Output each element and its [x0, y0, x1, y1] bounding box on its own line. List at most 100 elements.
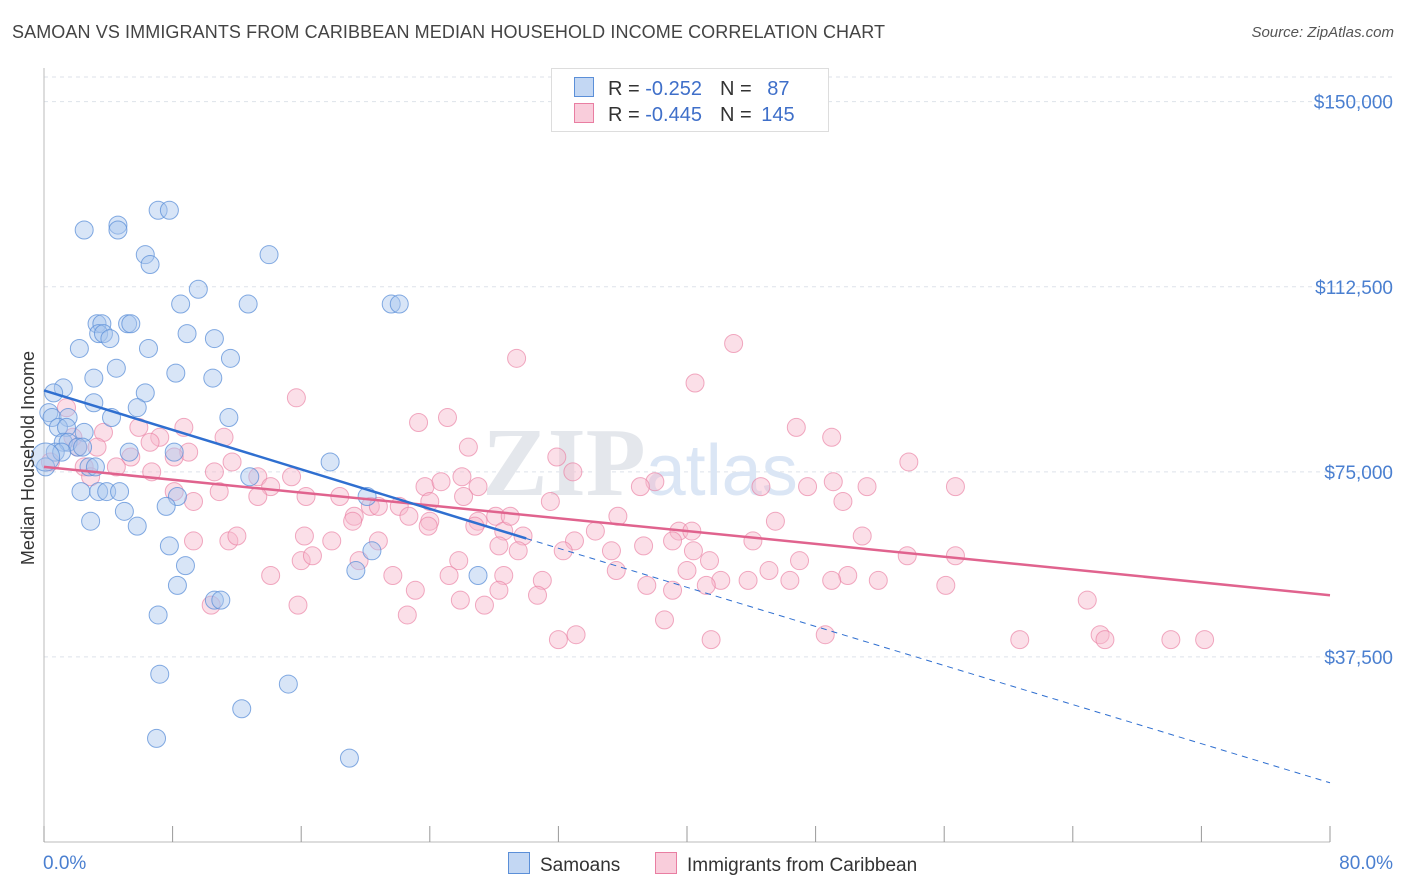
caribbean-point	[945, 546, 965, 566]
caribbean-point	[454, 487, 474, 507]
watermark: ZIPatlas	[482, 409, 797, 517]
caribbean-point	[663, 531, 683, 551]
samoan-point	[203, 368, 223, 388]
caribbean-point	[508, 541, 528, 561]
caribbean-point	[209, 482, 229, 502]
legend-swatch-samoans	[574, 77, 594, 97]
source-label: Source: ZipAtlas.com	[1251, 24, 1394, 41]
samoan-point	[159, 200, 179, 220]
trend-lines	[43, 389, 1331, 784]
samoan-point	[110, 482, 130, 502]
caribbean-point	[857, 477, 877, 497]
caribbean-point	[711, 570, 731, 590]
caribbean-point	[57, 398, 77, 418]
samoan-point	[69, 338, 89, 358]
caribbean-point	[449, 551, 469, 571]
samoan-point	[138, 338, 158, 358]
samoan-point	[57, 417, 77, 437]
chart-title: SAMOAN VS IMMIGRANTS FROM CARIBBEAN MEDI…	[12, 22, 886, 42]
samoan-point	[53, 432, 73, 452]
caribbean-point	[685, 373, 705, 393]
caribbean-point	[663, 580, 683, 600]
caribbean-point	[645, 472, 665, 492]
caribbean-point	[696, 575, 716, 595]
caribbean-point	[630, 477, 650, 497]
caribbean-point	[751, 477, 771, 497]
caribbean-point	[897, 546, 917, 566]
samoan-point	[156, 496, 176, 516]
caribbean-point	[439, 565, 459, 585]
caribbean-point	[677, 561, 697, 581]
y-tick-labels: $150,000 $112,500 $75,000 $37,500	[1314, 93, 1393, 669]
samoan-trend-extension	[526, 537, 1331, 784]
caribbean-point	[183, 491, 203, 511]
caribbean-point	[743, 531, 763, 551]
caribbean-point	[296, 487, 316, 507]
caribbean-point	[553, 541, 573, 561]
y-tick-label: $37,500	[1324, 648, 1393, 669]
legend-n-value: 145	[761, 104, 795, 126]
samoan-point	[381, 294, 401, 314]
caribbean-point	[1161, 630, 1181, 650]
caribbean-point	[637, 575, 657, 595]
samoan-point	[100, 329, 120, 349]
samoan-point	[147, 728, 167, 748]
legend-r-value: -0.445	[645, 104, 702, 126]
caribbean-point	[164, 447, 184, 467]
caribbean-point	[701, 630, 721, 650]
correlation-legend: R = -0.252 N = 87 R = -0.445 N = 145	[551, 68, 829, 132]
caribbean-point	[815, 625, 835, 645]
samoan-point	[135, 383, 155, 403]
caribbean-point	[409, 412, 429, 432]
samoan-point	[121, 314, 141, 334]
caribbean-point	[261, 565, 281, 585]
samoan-point	[219, 408, 239, 428]
caribbean-point	[294, 526, 314, 546]
caribbean-point	[183, 531, 203, 551]
bottom-legend-caribbean: Immigrants from Caribbean	[655, 852, 917, 877]
samoan-point	[389, 294, 409, 314]
caribbean-point	[368, 531, 388, 551]
caribbean-point	[106, 457, 126, 477]
caribbean-point	[431, 472, 451, 492]
samoan-point	[93, 324, 113, 344]
caribbean-point	[532, 570, 552, 590]
caribbean-point	[248, 487, 268, 507]
bottom-legend-label-caribbean: Immigrants from Caribbean	[687, 855, 918, 876]
samoan-point	[175, 556, 195, 576]
legend-n-label: N =	[719, 78, 758, 100]
caribbean-trend-line	[43, 465, 1331, 597]
caribbean-point	[405, 580, 425, 600]
caribbean-point	[286, 388, 306, 408]
caribbean-point	[1077, 590, 1097, 610]
caribbean-point	[945, 477, 965, 497]
samoan-point	[58, 432, 78, 452]
samoan-points	[31, 200, 488, 768]
samoan-point	[204, 329, 224, 349]
caribbean-point	[227, 526, 247, 546]
caribbean-point	[700, 551, 720, 571]
caribbean-point	[936, 575, 956, 595]
caribbean-point	[302, 546, 322, 566]
bottom-legend-samoans: Samoans	[508, 852, 620, 877]
samoan-point	[188, 279, 208, 299]
caribbean-point	[1195, 630, 1215, 650]
samoan-point	[127, 398, 147, 418]
samoan-point	[73, 437, 93, 457]
caribbean-point	[566, 625, 586, 645]
caribbean-point	[786, 417, 806, 437]
caribbean-point	[606, 561, 626, 581]
caribbean-point	[540, 491, 560, 511]
y-tick-label: $75,000	[1324, 463, 1393, 484]
caribbean-point	[322, 531, 342, 551]
samoan-point	[31, 442, 61, 472]
samoan-point	[140, 255, 160, 275]
samoan-point	[177, 324, 197, 344]
samoan-point	[74, 220, 94, 240]
caribbean-point	[458, 437, 478, 457]
caribbean-point	[204, 462, 224, 482]
caribbean-point	[397, 605, 417, 625]
legend-row-samoans: R = -0.252 N = 87	[574, 77, 789, 103]
caribbean-point	[468, 477, 488, 497]
y-tick-label: $150,000	[1314, 93, 1393, 114]
